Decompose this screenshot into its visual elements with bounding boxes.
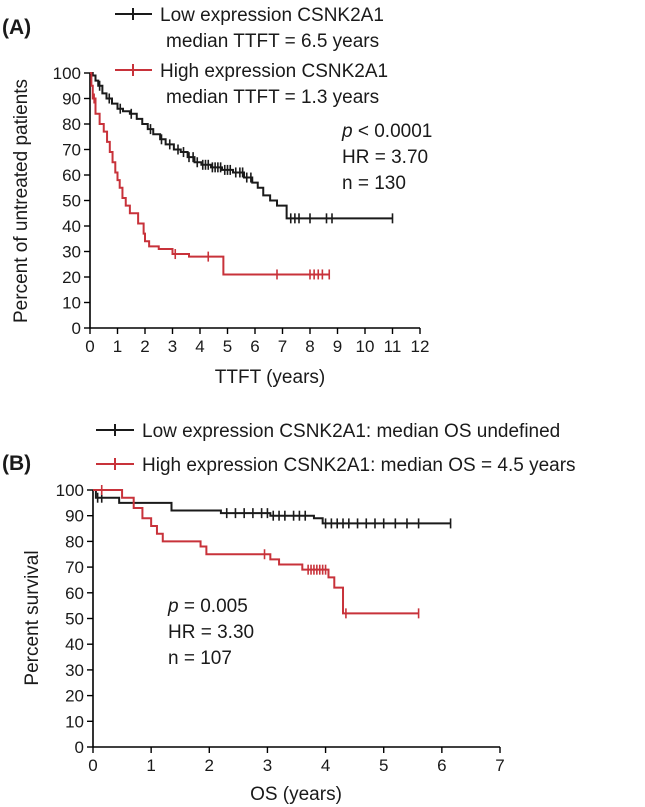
panel-b-x-tick-label: 7 xyxy=(495,756,504,775)
panel-b-x-tick-label: 2 xyxy=(205,756,214,775)
panel-a-x-tick-label: 9 xyxy=(333,337,342,356)
panel-b-y-tick-label: 20 xyxy=(65,687,84,706)
panel-a-x-tick-label: 11 xyxy=(384,337,402,356)
panel-b-x-tick-label: 3 xyxy=(263,756,272,775)
panel-a-x-ticks: 0 1 2 3 4 5 6 7 8 9 10 11 12 xyxy=(85,328,429,356)
panel-a-x-tick-label: 0 xyxy=(85,337,94,356)
panel-b-y-tick-label: 40 xyxy=(65,635,84,654)
panel-b-x-ticks: 0 1 2 3 4 5 6 7 xyxy=(88,747,505,775)
panel-a-curves xyxy=(90,72,394,280)
panel-b-n: n = 107 xyxy=(168,648,232,669)
panel-b-label: (B) xyxy=(2,452,31,475)
panel-a-y-tick-label: 50 xyxy=(62,192,81,211)
panel-a-x-label: TTFT (years) xyxy=(215,367,325,388)
panel-b-p-text: = 0.005 xyxy=(179,596,248,617)
legend-a-high-line2: median TTFT = 1.3 years xyxy=(166,87,379,108)
panel-b-y-tick-label: 0 xyxy=(75,738,84,757)
panel-b-y-label: Percent survival xyxy=(22,550,43,685)
legend-b-high-suffix: : median OS = 4.5 years xyxy=(370,455,575,476)
panel-b-x-tick-label: 6 xyxy=(437,756,446,775)
panel-a-label: (A) xyxy=(2,16,31,39)
panel-a-y-tick-label: 10 xyxy=(62,294,81,313)
panel-b-y-tick-label: 90 xyxy=(65,507,84,526)
legend-b-low-label: Low expression CSNK2A1: median OS undefi… xyxy=(142,421,560,442)
panel-b-y-tick-label: 70 xyxy=(65,558,84,577)
panel-b-high-expression-curve xyxy=(93,489,419,615)
panel-b-p-value: p = 0.005 xyxy=(167,596,248,617)
panel-a-y-tick-label: 20 xyxy=(62,268,81,287)
panel-b-y-tick-label: 30 xyxy=(65,661,84,680)
panel-a-y-tick-label: 80 xyxy=(62,115,81,134)
legend-a-low-line2: median TTFT = 6.5 years xyxy=(166,31,379,52)
panel-b: (B) Low expression CSNK2A1: median OS un… xyxy=(2,421,576,805)
panel-a-x-tick-label: 7 xyxy=(278,337,287,356)
panel-a-y-tick-label: 60 xyxy=(62,166,81,185)
panel-b-y-tick-label: 100 xyxy=(56,481,84,500)
legend-b-low-suffix: : median OS undefined xyxy=(366,421,560,442)
panel-b-y-ticks: 0 10 20 30 40 50 60 70 80 90 100 xyxy=(56,481,93,757)
panel-b-curves xyxy=(93,485,452,619)
panel-b-hr: HR = 3.30 xyxy=(168,622,254,643)
panel-b-low-expression-curve xyxy=(93,489,451,525)
panel-b-x-tick-label: 4 xyxy=(321,756,330,775)
panel-a-x-tick-label: 1 xyxy=(113,337,122,356)
panel-b-x-label: OS (years) xyxy=(250,784,342,805)
panel-a-p-value: p < 0.0001 xyxy=(341,121,432,142)
legend-a-low-line1: Low expression CSNK2A1 xyxy=(160,5,384,26)
panel-a-y-tick-label: 30 xyxy=(62,243,81,262)
panel-a-y-label: Percent of untreated patients xyxy=(11,79,32,323)
panel-b-y-tick-label: 60 xyxy=(65,584,84,603)
panel-b-y-tick-label: 50 xyxy=(65,610,84,629)
panel-b-p-symbol: p xyxy=(167,596,179,617)
panel-a-n: n = 130 xyxy=(342,173,406,194)
panel-b-y-tick-label: 80 xyxy=(65,532,84,551)
legend-b-high-label: High expression CSNK2A1: median OS = 4.5… xyxy=(142,455,576,476)
panel-a-y-tick-label: 40 xyxy=(62,217,81,236)
panel-a-x-tick-label: 3 xyxy=(168,337,177,356)
panel-b-x-tick-label: 0 xyxy=(88,756,97,775)
panel-a-x-tick-label: 2 xyxy=(140,337,149,356)
panel-a-y-tick-label: 70 xyxy=(62,141,81,160)
panel-a-x-tick-label: 4 xyxy=(195,337,204,356)
panel-a-y-ticks: 0 10 20 30 40 50 60 70 80 90 100 xyxy=(53,64,90,338)
panel-a-x-tick-label: 5 xyxy=(223,337,232,356)
panel-a-x-tick-label: 8 xyxy=(305,337,314,356)
panel-a-p-text: < 0.0001 xyxy=(353,121,433,142)
panel-b-x-tick-label: 1 xyxy=(146,756,155,775)
panel-a-x-tick-label: 6 xyxy=(250,337,259,356)
panel-a-x-tick-label: 12 xyxy=(411,337,430,356)
panel-b-y-tick-label: 10 xyxy=(65,712,84,731)
panel-a-x-tick-label: 10 xyxy=(356,337,375,356)
panel-a-y-tick-label: 100 xyxy=(53,64,81,83)
panel-a-p-symbol: p xyxy=(341,121,353,142)
panel-b-x-tick-label: 5 xyxy=(379,756,388,775)
panel-a-y-tick-label: 0 xyxy=(72,319,81,338)
panel-a-high-expression-curve xyxy=(90,72,330,276)
panel-a: (A) Low expression CSNK2A1 median TTFT =… xyxy=(2,5,432,388)
legend-b-low-prefix: Low expression CSNK2A1 xyxy=(142,421,366,442)
legend-a-high-line1: High expression CSNK2A1 xyxy=(160,61,388,82)
panel-a-hr: HR = 3.70 xyxy=(342,147,428,168)
panel-a-y-tick-label: 90 xyxy=(62,90,81,109)
legend-b-high-prefix: High expression CSNK2A1 xyxy=(142,455,370,476)
